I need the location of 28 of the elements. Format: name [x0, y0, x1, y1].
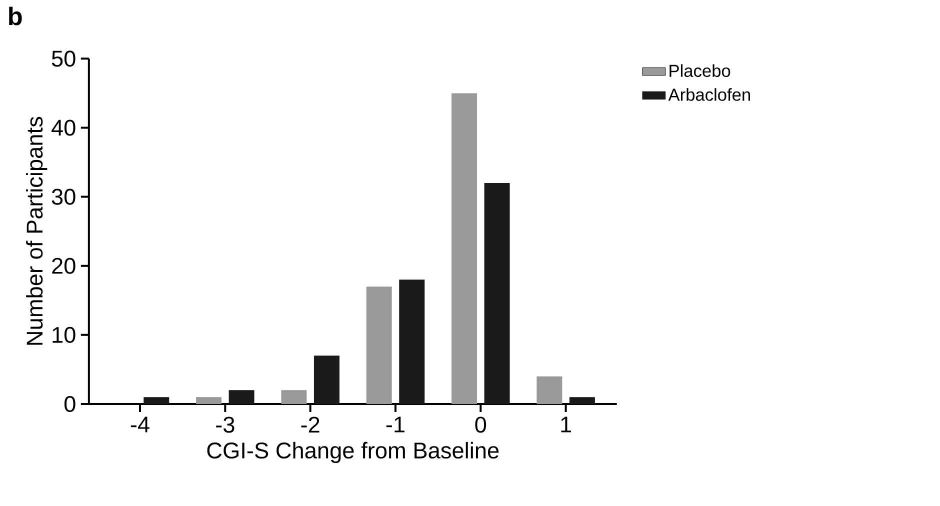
x-tick-label: 0 — [475, 416, 486, 433]
legend-label: Placebo — [670, 64, 730, 77]
x-axis-title: CGI-S Change from Baseline — [207, 442, 499, 464]
x-tick-label: -3 — [216, 416, 234, 433]
bar — [484, 182, 510, 404]
legend-label: Arbaclofen — [668, 88, 750, 101]
y-axis-title: Number of Participants — [26, 116, 48, 345]
y-tick-label: 50 — [52, 50, 76, 67]
y-tick-label: 40 — [52, 120, 76, 136]
bar — [366, 286, 392, 404]
bar — [314, 356, 340, 404]
y-tick-label: 0 — [64, 396, 76, 412]
bar — [399, 280, 425, 404]
y-tick-label: 10 — [52, 326, 76, 343]
bar — [569, 397, 595, 404]
y-tick-label: 30 — [52, 188, 76, 205]
x-tick-label: 1 — [561, 416, 571, 432]
bar — [228, 390, 254, 404]
bar — [196, 397, 222, 404]
x-tick-label: -2 — [301, 416, 320, 433]
text: b — [9, 6, 22, 26]
bar — [281, 390, 307, 404]
x-tick-label: -1 — [386, 416, 404, 432]
x-tick-label: -4 — [130, 416, 150, 432]
bar — [144, 397, 170, 404]
bar — [536, 376, 562, 404]
y-tick-label: 20 — [52, 258, 76, 274]
bar — [452, 93, 478, 404]
